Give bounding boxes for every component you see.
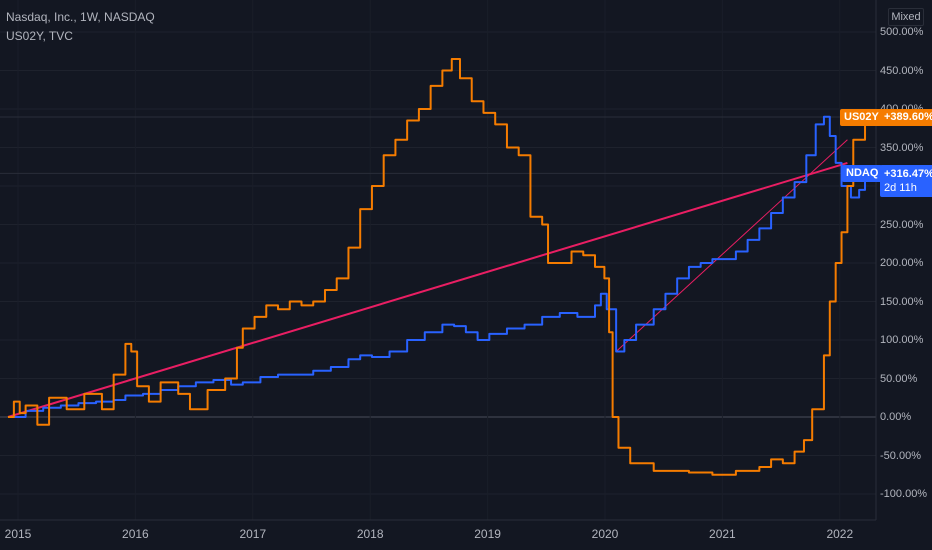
y-tick-label: 250.00%: [880, 218, 924, 231]
y-tick-label: 0.00%: [880, 411, 912, 423]
us02y-value-tag: +389.60%: [880, 109, 932, 126]
x-tick-label: 2018: [356, 527, 384, 541]
y-tick-label: -50.00%: [880, 449, 921, 462]
ndaq-symbol-tag: NDAQ: [842, 165, 883, 182]
y-tick-label: 350.00%: [880, 141, 924, 154]
ndaq-value-tag: +316.47% 2d 11h: [880, 165, 932, 197]
series-lines: [8, 57, 867, 476]
x-tick-label: 2015: [4, 527, 32, 541]
y-tick-label: 150.00%: [880, 295, 924, 308]
ndaq-countdown-text: 2d 11h: [884, 182, 917, 194]
scale-mode-button[interactable]: Mixed: [888, 8, 924, 26]
trendlines: [7, 139, 848, 418]
x-tick-label: 2016: [122, 527, 149, 541]
trendline: [7, 161, 848, 418]
y-tick-label: 500.00%: [880, 26, 924, 38]
us02y-symbol-tag: US02Y: [840, 109, 883, 126]
x-tick-label: 2020: [591, 527, 619, 541]
x-tick-label: 2021: [709, 527, 736, 541]
y-tick-label: -100.00%: [880, 488, 928, 500]
main-symbol-legend[interactable]: Nasdaq, Inc., 1W, NASDAQ: [6, 10, 155, 24]
y-tick-label: 200.00%: [880, 257, 924, 269]
y-tick-label: 100.00%: [880, 334, 924, 346]
series-line-ndaq: [8, 115, 867, 418]
y-tick-label: 50.00%: [880, 372, 918, 385]
x-tick-label: 2022: [826, 527, 854, 541]
series-line-us02y: [8, 57, 867, 476]
x-tick-label: 2019: [474, 527, 501, 541]
x-tick-label: 2017: [239, 527, 267, 541]
y-tick-label: 450.00%: [880, 64, 924, 77]
compare-symbol-legend[interactable]: US02Y, TVC: [6, 29, 73, 43]
grid-lines: [0, 31, 876, 495]
trendline: [615, 139, 848, 352]
ndaq-value-text: +316.47%: [884, 168, 932, 180]
